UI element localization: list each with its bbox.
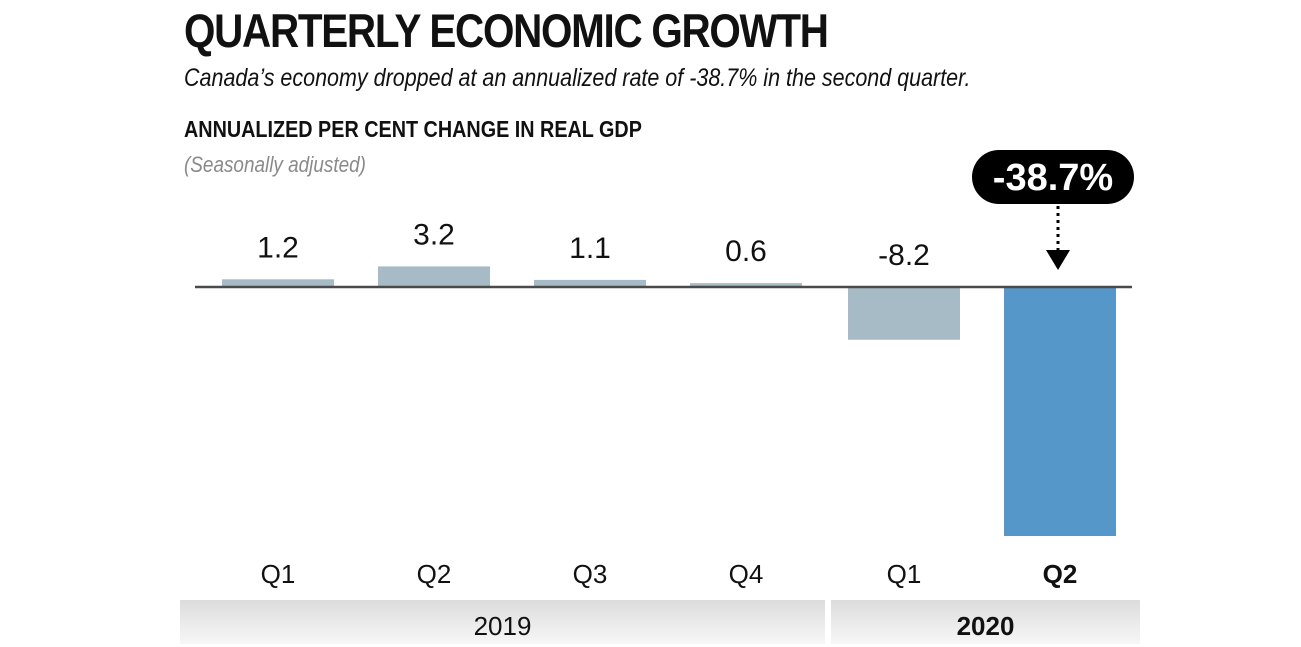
callout-value: -38.7%: [993, 157, 1113, 199]
data-label: 1.1: [569, 232, 611, 265]
data-label: 0.6: [725, 235, 767, 268]
category-label: Q1: [261, 559, 296, 589]
bar-1: [378, 266, 490, 287]
arrow-down-icon: [1046, 250, 1070, 270]
bar-3: [690, 283, 802, 287]
data-label: -8.2: [878, 239, 930, 272]
category-label: Q3: [573, 559, 608, 589]
unit-label: ANNUALIZED PER CENT CHANGE IN REAL GDP: [184, 116, 642, 142]
bar-0: [222, 279, 334, 287]
bar-5: [1004, 287, 1116, 536]
category-label: Q1: [887, 559, 922, 589]
bar-2: [534, 279, 646, 287]
chart-title: QUARTERLY ECONOMIC GROWTH: [184, 4, 829, 57]
data-label: 3.2: [413, 218, 455, 251]
callout: -38.7%: [972, 150, 1134, 270]
chart-subtitle: Canada’s economy dropped at an annualize…: [184, 64, 971, 92]
seasonal-note: (Seasonally adjusted): [184, 152, 366, 177]
year-label: 2019: [474, 611, 532, 641]
year-band: [180, 600, 825, 644]
year-band: [831, 600, 1140, 644]
category-label: Q2: [417, 559, 452, 589]
bar-4: [848, 287, 960, 340]
data-label: 1.2: [257, 231, 299, 264]
year-label: 2020: [957, 611, 1015, 641]
category-label: Q2: [1043, 559, 1078, 589]
callout-badge: [972, 150, 1134, 204]
category-label: Q4: [729, 559, 764, 589]
